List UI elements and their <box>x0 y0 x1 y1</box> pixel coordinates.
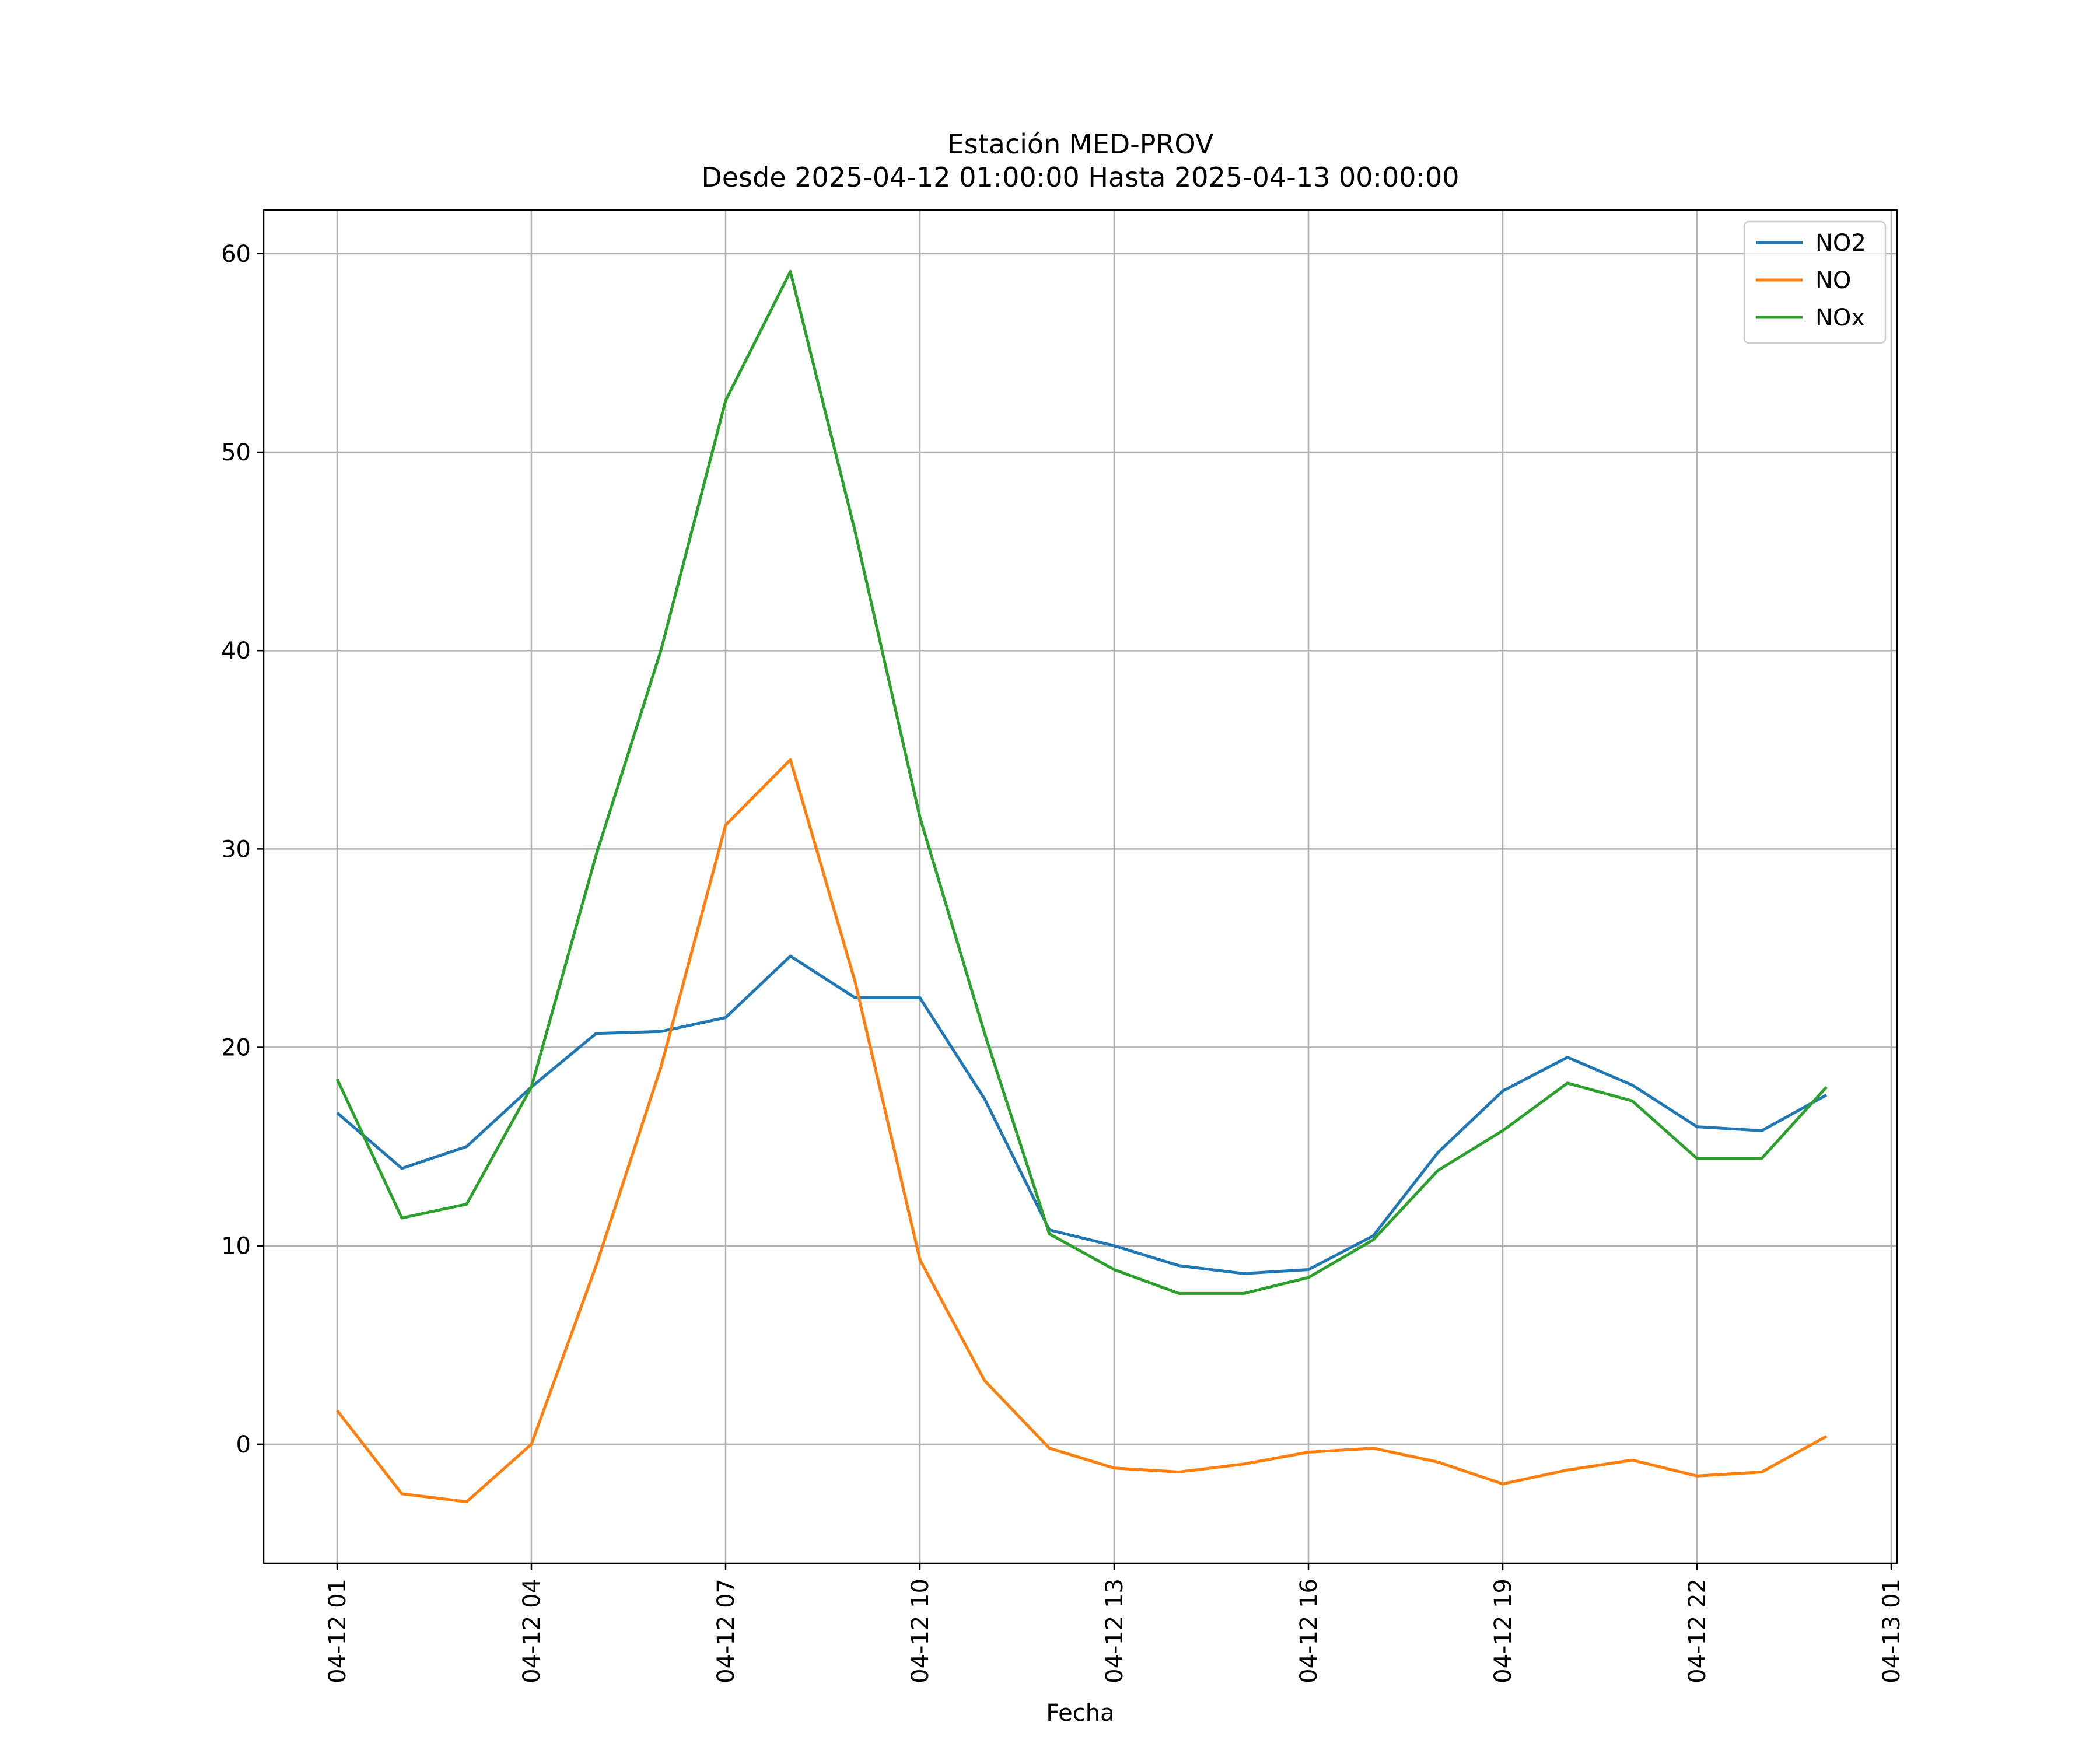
series-line-no <box>336 758 1828 1503</box>
x-axis-label: Fecha <box>1046 1700 1114 1727</box>
y-tick-label: 30 <box>221 836 251 863</box>
legend-label: NOx <box>1815 304 1865 331</box>
legend-box <box>1743 220 1887 344</box>
x-tick-label: 04-12 10 <box>907 1578 934 1684</box>
x-tick-label: 04-12 13 <box>1101 1578 1128 1684</box>
y-tick-label: 40 <box>221 638 251 664</box>
x-tick-label: 04-12 19 <box>1490 1578 1517 1684</box>
axes: 0 10 20 30 40 50 60 04-12 01 04-12 04 04-12 07 04-… <box>221 241 1905 1684</box>
legend-label: NO <box>1815 267 1851 294</box>
y-tick-label: 20 <box>221 1035 251 1062</box>
y-tick-label: 50 <box>221 439 251 466</box>
x-tick-label: 04-13 01 <box>1878 1578 1905 1684</box>
legend-label: NO2 <box>1815 230 1866 257</box>
x-tick-label: 04-12 16 <box>1296 1578 1322 1684</box>
series-line-nox <box>335 270 1828 1295</box>
y-tick-label: 0 <box>236 1432 251 1458</box>
series-line-no2 <box>336 954 1828 1275</box>
series-lines <box>335 270 1828 1503</box>
x-tick-label: 04-12 01 <box>324 1578 351 1684</box>
chart-subtitle: Desde 2025-04-12 01:00:00 Hasta 2025-04-… <box>701 162 1459 193</box>
y-tick-label: 10 <box>221 1233 251 1260</box>
chart-title: Estación MED-PROV <box>947 128 1214 160</box>
grid-lines <box>264 210 1897 1563</box>
x-tick-label: 04-12 04 <box>519 1578 545 1684</box>
x-tick-label: 04-12 07 <box>713 1578 740 1684</box>
y-tick-label: 60 <box>221 241 251 268</box>
legend: NO2 NO NOx <box>1743 220 1887 344</box>
x-tick-label: 04-12 22 <box>1684 1578 1711 1684</box>
plot-frame <box>262 209 1898 1564</box>
